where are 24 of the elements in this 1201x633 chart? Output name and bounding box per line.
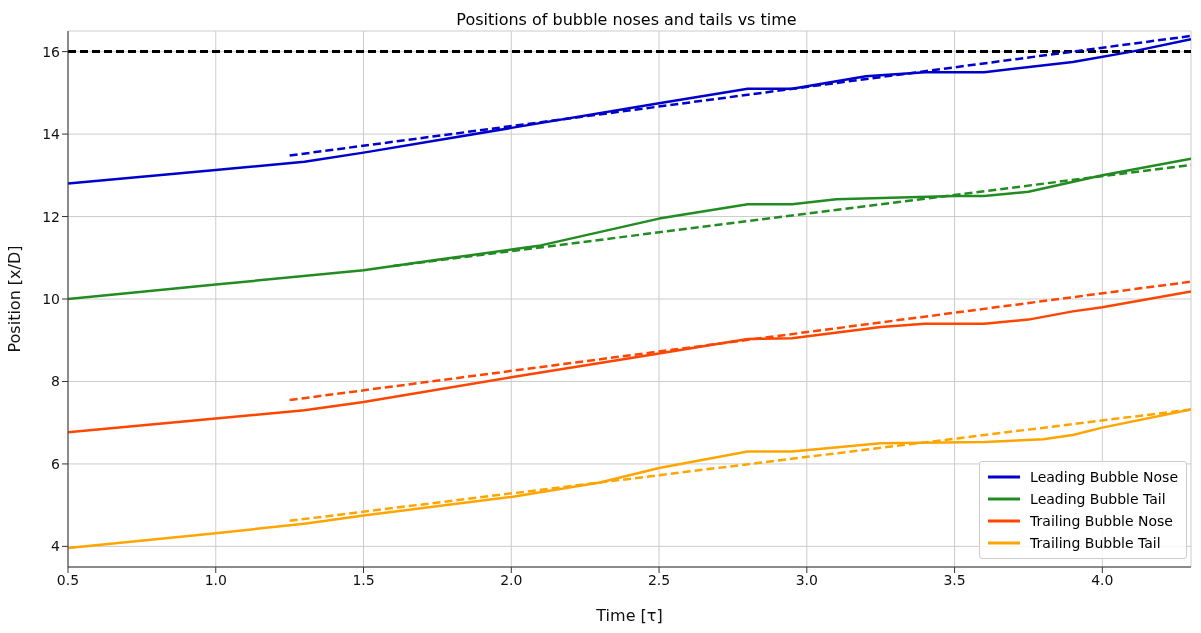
y-tick-label: 16 — [42, 43, 61, 60]
y-tick-label: 6 — [51, 455, 61, 472]
x-tick-label: 4.0 — [1091, 571, 1114, 588]
x-axis-title: Time [τ] — [595, 606, 663, 625]
y-tick-label: 8 — [51, 373, 60, 390]
line-series — [68, 157, 1191, 301]
legend-label: Leading Bubble Nose — [1030, 468, 1178, 487]
x-tick-label: 3.5 — [943, 571, 966, 588]
legend-label: Trailing Bubble Nose — [1030, 512, 1173, 531]
x-tick-label: 1.0 — [204, 571, 227, 588]
y-axis-title: Position [x/D] — [4, 245, 24, 353]
legend-label: Leading Bubble Tail — [1030, 490, 1166, 509]
x-tick-label: 2.5 — [647, 571, 671, 588]
chart-title: Positions of bubble noses and tails vs time — [455, 10, 798, 29]
x-tick-label: 0.5 — [56, 571, 80, 588]
y-tick-label: 14 — [42, 126, 61, 143]
x-tick-label: 2.0 — [500, 571, 523, 588]
line-series — [68, 38, 1191, 185]
legend-label: Trailing Bubble Tail — [1030, 534, 1161, 553]
y-tick-label: 10 — [42, 290, 60, 307]
y-tick-label: 12 — [42, 208, 60, 225]
x-tick-label: 1.5 — [352, 571, 375, 588]
y-tick-label: 4 — [51, 538, 61, 555]
x-tick-label: 3.0 — [795, 571, 818, 588]
